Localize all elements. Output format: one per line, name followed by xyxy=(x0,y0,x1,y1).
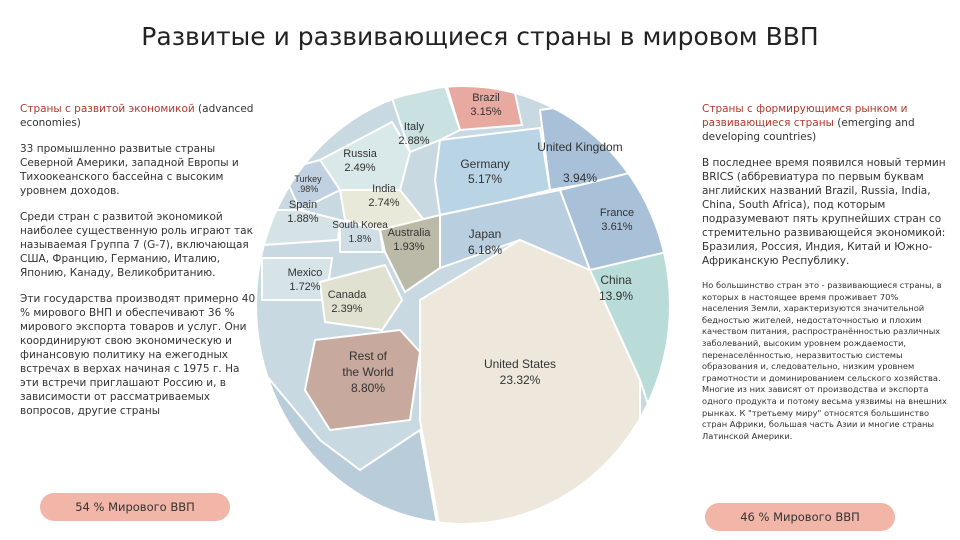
title: Развитые и развивающиеся страны в мирово… xyxy=(141,22,819,51)
cell-name: France xyxy=(600,207,634,219)
cell-name: South Korea xyxy=(332,220,388,231)
cell-value: .98% xyxy=(298,184,319,194)
cell-value: 8.80% xyxy=(351,381,385,395)
cell xyxy=(303,328,422,432)
paragraph: Среди стран с развитой экономикой наибол… xyxy=(20,211,253,279)
heading-rest: (emerging and developing countries) xyxy=(702,117,915,143)
paragraph: Эти государства производят примерно 40 %… xyxy=(20,293,256,417)
heading-accent: Страны с формирующимся рынком и развиваю… xyxy=(702,103,908,129)
cell-name: Italy xyxy=(404,121,425,133)
cell-name: Germany xyxy=(460,157,509,171)
heading-accent: Страны с развитой экономикой xyxy=(20,103,195,115)
share-badge: 46 % Мирового ВВП xyxy=(705,503,895,531)
paragraph: 33 промышленно развитые страны Северной … xyxy=(20,143,239,197)
left-column: Страны с развитой экономикой (advanced e… xyxy=(20,102,260,430)
heading-rest: (advanced economies) xyxy=(20,103,254,129)
cell-value: 23.32% xyxy=(500,373,541,387)
paragraph: Но большинство стран это - развивающиеся… xyxy=(702,280,947,441)
cell-value: 3.94% xyxy=(563,171,597,185)
cell-value: 1.8% xyxy=(349,234,372,245)
diagram-outline xyxy=(255,85,671,525)
cell-value: 13.9% xyxy=(599,289,633,303)
cell-name: the World xyxy=(342,365,393,379)
cell-value: 2.39% xyxy=(331,303,362,315)
cell-value: 3.15% xyxy=(470,106,501,118)
cell-value: 2.49% xyxy=(344,162,375,174)
cell xyxy=(339,218,385,253)
cell-value: 1.88% xyxy=(287,213,318,225)
cells xyxy=(256,86,670,524)
cell-name: Japan xyxy=(469,227,502,241)
cell-name: United Kingdom xyxy=(537,140,622,154)
cell-name: Canada xyxy=(328,289,367,301)
cell-name: India xyxy=(372,183,397,195)
cell-name: United States xyxy=(484,357,556,371)
left-heading: Страны с развитой экономикой (advanced e… xyxy=(20,102,260,130)
right-heading: Страны с формирующимся рынком и развиваю… xyxy=(702,102,947,144)
cell-value: 1.93% xyxy=(393,241,424,253)
right-column: Страны с формирующимся рынком и развиваю… xyxy=(702,102,947,454)
cell-name: China xyxy=(600,273,632,287)
paragraph: В последнее время появился новый термин … xyxy=(702,157,946,267)
cell-name: Mexico xyxy=(288,267,323,279)
cell-name: Brazil xyxy=(472,92,500,104)
share-badge: 54 % Мирового ВВП xyxy=(40,493,230,521)
cell-name: Rest of xyxy=(349,349,388,363)
cell-value: 2.74% xyxy=(368,197,399,209)
cell xyxy=(318,263,404,332)
cell xyxy=(378,213,441,294)
cell-value: 6.18% xyxy=(468,243,502,257)
cell-value: 5.17% xyxy=(468,172,502,186)
cell-name: Russia xyxy=(343,148,378,160)
cell-value: 2.88% xyxy=(398,135,429,147)
cell-name: Spain xyxy=(289,199,317,211)
cell-name: Turkey xyxy=(294,174,322,184)
cell-name: Australia xyxy=(388,227,432,239)
cell-value: 3.61% xyxy=(601,221,632,233)
cell-value: 1.72% xyxy=(289,281,320,293)
cell xyxy=(433,126,552,217)
